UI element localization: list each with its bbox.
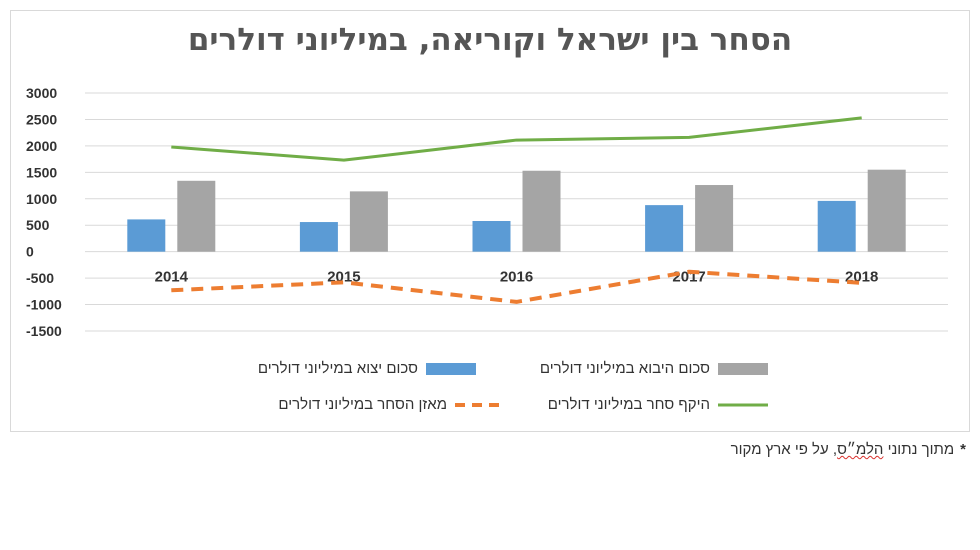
y-tick-label: 2500 (26, 111, 57, 127)
legend-label-balance: מאזן הסחר במיליוני דולרים (278, 396, 447, 413)
y-tick-label: -1500 (26, 323, 62, 339)
footnote-source-name: הלמ״ס (837, 441, 884, 458)
legend-swatch-volume (718, 403, 768, 406)
bar (349, 191, 388, 252)
footnote: * מתוך נתוני הלמ״ס, על פי ארץ מקור (731, 441, 966, 458)
bar (299, 222, 338, 252)
legend-item-import: סכום היבוא במיליוני דולרים (540, 360, 768, 377)
y-tick-label: 500 (26, 217, 50, 233)
bar (645, 205, 684, 252)
legend-item-export: סכום יצוא במיליוני דולרים (258, 360, 476, 377)
legend-swatch-export (426, 362, 476, 375)
legend-swatch-balance (455, 402, 505, 407)
legend-item-balance: מאזן הסחר במיליוני דולרים (278, 396, 505, 413)
legend-item-volume: היקף סחר במיליוני דולרים (548, 396, 768, 413)
bar (867, 169, 906, 252)
y-tick-label: 1500 (26, 164, 57, 180)
line-series-volume (171, 116, 862, 162)
chart-title: הסחר בין ישראל וקוריאה, במיליוני דולרים (187, 22, 793, 58)
bar (177, 180, 216, 252)
line-series-balance (171, 269, 862, 304)
footnote-text-after: , על פי ארץ מקור (730, 441, 838, 458)
legend-label-import: סכום היבוא במיליוני דולרים (539, 360, 710, 377)
x-tick-label: 2016 (500, 269, 533, 286)
y-tick-label: 1000 (26, 191, 57, 207)
bar (817, 200, 856, 252)
bar (472, 220, 511, 252)
y-tick-label: 0 (26, 244, 34, 260)
bar (127, 219, 166, 252)
footnote-star: * (960, 441, 966, 458)
y-tick-label: -1000 (26, 297, 62, 313)
legend-label-export: סכום יצוא במיליוני דולרים (257, 360, 418, 377)
chart-plot: 3000 2500 2000 1500 1000 500 0 -500 -1000 -1500 20… (26, 85, 948, 339)
y-tick-label: 3000 (26, 85, 57, 101)
x-tick-label: 2014 (155, 269, 189, 286)
y-tick-label: 2000 (26, 138, 57, 154)
bar (695, 185, 734, 252)
legend-label-volume: היקף סחר במיליוני דולרים (547, 396, 710, 413)
y-tick-label: -500 (26, 270, 54, 286)
bar (522, 170, 561, 252)
footnote-text-before: מתוך נתוני (883, 441, 955, 458)
legend-swatch-import (718, 362, 768, 375)
